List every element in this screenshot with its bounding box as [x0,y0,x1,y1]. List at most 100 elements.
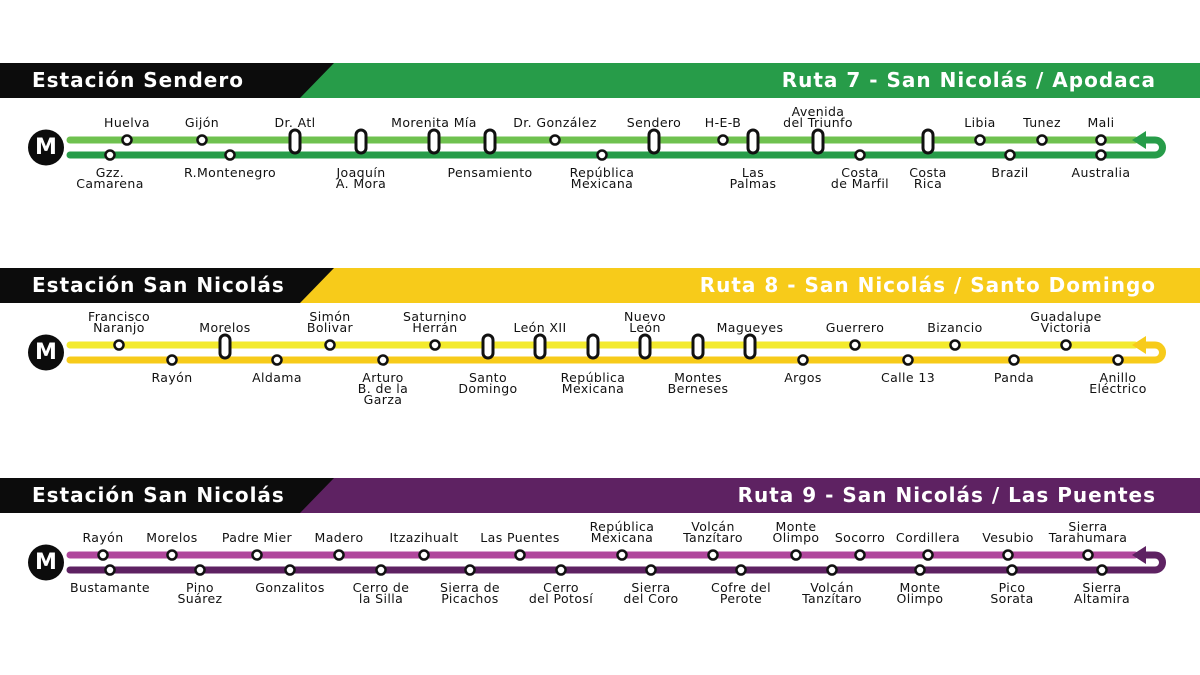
stop-marker [271,354,283,366]
route-title: Ruta 9 - San Nicolás / Las Puentes [737,483,1156,507]
stop-label: Pino Suárez [177,580,223,606]
transfer-station-marker [691,333,705,360]
metro-badge-icon [28,544,64,581]
metro-badge-letter: M [35,549,57,575]
stop-label: Bizancio [927,320,983,335]
stop-marker [974,134,986,146]
stop-marker [549,134,561,146]
stop-marker [324,339,336,351]
transfer-station-marker [647,128,661,155]
transfer-station-marker [533,333,547,360]
direction-arrow [1132,336,1146,354]
stop-label: Sierra Tarahumara [1048,519,1128,545]
direction-arrow [1132,131,1146,149]
stop-label: Libia [964,115,996,130]
stop-label: Morenita Mía [391,115,477,130]
stop-marker [113,339,125,351]
stop-label: Cerro de la Silla [352,580,410,606]
stop-label: Volcán Tanzítaro [683,519,743,545]
stop-label: Guadalupe Victoria [1030,309,1102,335]
stop-label: Cofre del Perote [710,580,772,606]
transfer-station-marker [586,333,600,360]
stop-label: Joaquín A. Mora [335,165,387,191]
stop-label: Las Palmas [729,165,777,191]
stop-label: Itzazihualt [389,530,459,545]
stop-label: Montes Berneses [667,370,729,396]
stop-label: Anillo Eléctrico [1089,370,1147,396]
station-name: Estación San Nicolás [32,483,285,507]
stop-label: Tunez [1023,115,1061,130]
stop-label: Morelos [146,530,198,545]
direction-arrow [1132,546,1146,564]
stop-marker [1006,564,1018,576]
stop-label: Cordillera [895,530,961,545]
stop-label: Morelos [199,320,251,335]
header-station-block [0,268,334,303]
stop-label: Simón Bolivar [306,309,354,335]
stop-marker [121,134,133,146]
stop-label: Guerrero [825,320,885,335]
stop-label: Sendero [626,115,682,130]
stop-label: Saturnino Herrán [403,309,467,335]
track-lower [66,551,1166,574]
stop-label: Arturo B. de la Garza [357,370,409,407]
stop-label: Avenida del Triunfo [783,104,853,130]
stop-marker [1095,149,1107,161]
stop-label: Dr. Atl [274,115,316,130]
route-3: M Estación San Nicolás Ruta 9 - San Nicolá… [0,478,1200,628]
stop-label: Gzz. Camarena [76,165,144,191]
stop-marker [251,549,263,561]
stop-marker [1112,354,1124,366]
stop-marker [922,549,934,561]
route-title: Ruta 8 - San Nicolás / Santo Domingo [699,273,1156,297]
stop-label: Magueyes [716,320,784,335]
transfer-station-marker [921,128,935,155]
route-1: M Estación Sendero Ruta 7 - San Nicolás / … [0,63,1200,213]
stop-label: República Mexicana [569,165,635,191]
metro-badge-letter: M [35,339,57,365]
stop-marker [949,339,961,351]
stop-label: Dr. González [513,115,597,130]
stop-label: Cerro del Potosí [528,580,594,606]
transfer-station-marker [811,128,825,155]
route-diagram [0,63,1200,166]
stop-label: Vesubio [982,530,1034,545]
stop-marker [902,354,914,366]
stop-marker [514,549,526,561]
stop-marker [284,564,296,576]
transfer-station-marker [481,333,495,360]
route-diagram [0,478,1200,581]
stop-label: Gonzalitos [255,580,325,595]
stop-marker [707,549,719,561]
stop-label: Pensamiento [447,165,533,180]
stop-marker [97,549,109,561]
stop-label: Huelva [104,115,150,130]
stop-label: Padre Mier [221,530,293,545]
transfer-station-marker [743,333,757,360]
stop-label: Santo Domingo [458,370,518,396]
stop-marker [1095,134,1107,146]
stop-marker [645,564,657,576]
stop-label: Gijón [184,115,220,130]
stop-label: Calle 13 [880,370,936,385]
header-station-block [0,478,334,513]
stop-marker [555,564,567,576]
stop-marker [717,134,729,146]
route-2: M Estación San Nicolás Ruta 8 - San Nicolá… [0,268,1200,418]
stop-marker [377,354,389,366]
stop-label: Sierra Altamira [1073,580,1131,606]
stop-marker [224,149,236,161]
transfer-station-marker [483,128,497,155]
station-name: Estación San Nicolás [32,273,285,297]
metro-badge-letter: M [35,134,57,160]
stop-marker [196,134,208,146]
stop-label: Rayón [151,370,193,385]
transfer-station-marker [218,333,232,360]
metro-badge-icon [28,129,64,166]
stop-marker [797,354,809,366]
stop-marker [333,549,345,561]
stop-marker [166,549,178,561]
stop-marker [429,339,441,351]
stop-marker [464,564,476,576]
stop-marker [1004,149,1016,161]
